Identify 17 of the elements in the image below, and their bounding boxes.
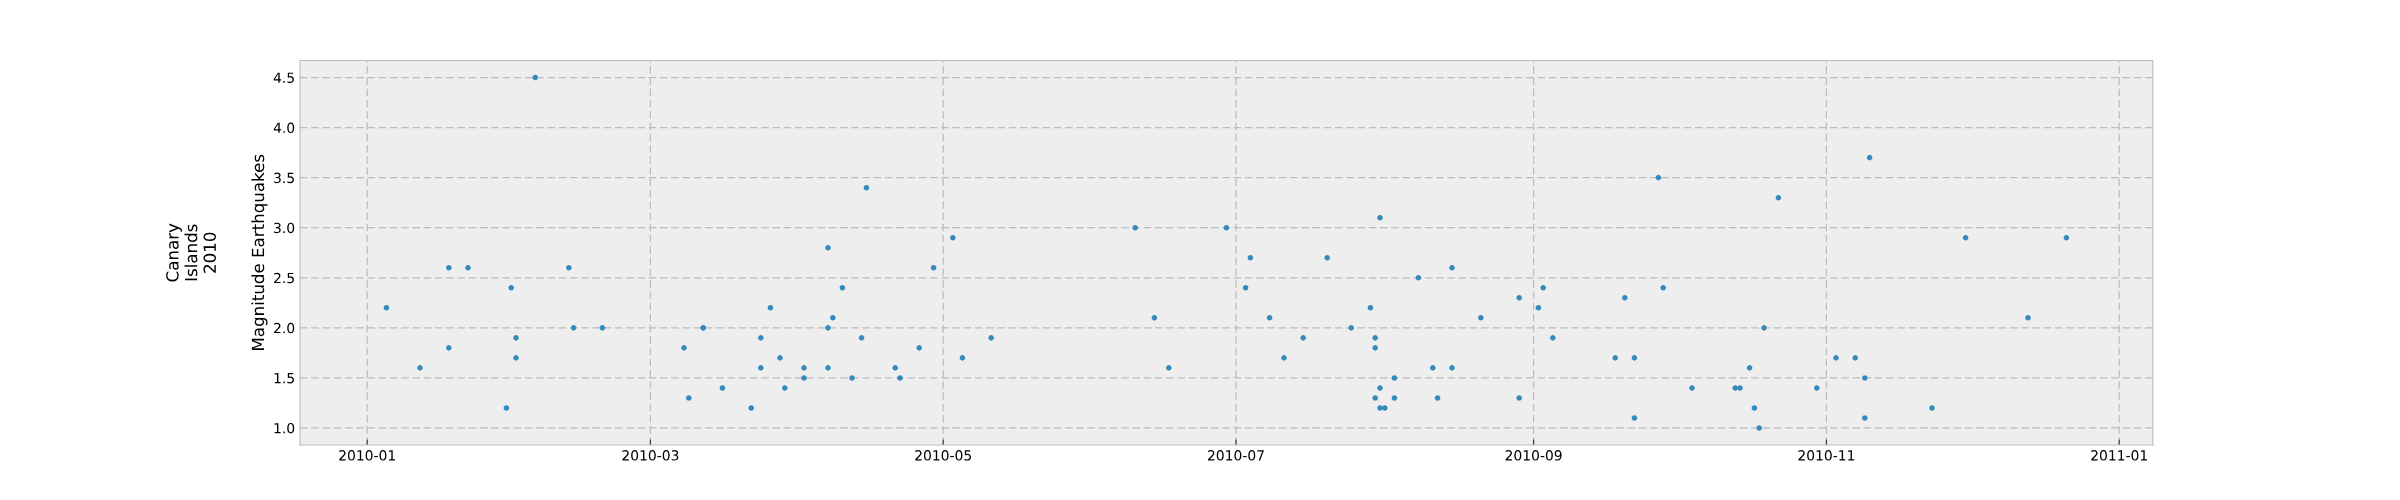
- x-tick-label: 2010-01: [339, 450, 395, 461]
- x-tick-label: 2010-03: [622, 450, 679, 461]
- y-tick-label: 3.0: [274, 222, 295, 234]
- x-tick-label: 2011-01: [2091, 450, 2147, 461]
- text: Canary Islands 2010: [166, 223, 217, 282]
- y-tick-label: 1.5: [274, 373, 294, 384]
- y-tick-label: 2.5: [274, 272, 294, 284]
- y-axis-title: Magnitude Earthquakes: [251, 154, 268, 350]
- x-tick-label: 2010-07: [1208, 450, 1264, 461]
- y-tick-label: 2.0: [274, 322, 295, 334]
- x-tick-label: 2010-05: [915, 450, 971, 461]
- y-tick-label: 4.5: [273, 72, 294, 83]
- y-tick-label: 1.0: [274, 422, 295, 434]
- x-tick-label: 2010-11: [1798, 450, 1855, 461]
- y-tick-label: 4.0: [273, 122, 295, 134]
- y-tick-label: 3.5: [274, 172, 294, 184]
- x-tick-label: 2010-09: [1505, 450, 1562, 461]
